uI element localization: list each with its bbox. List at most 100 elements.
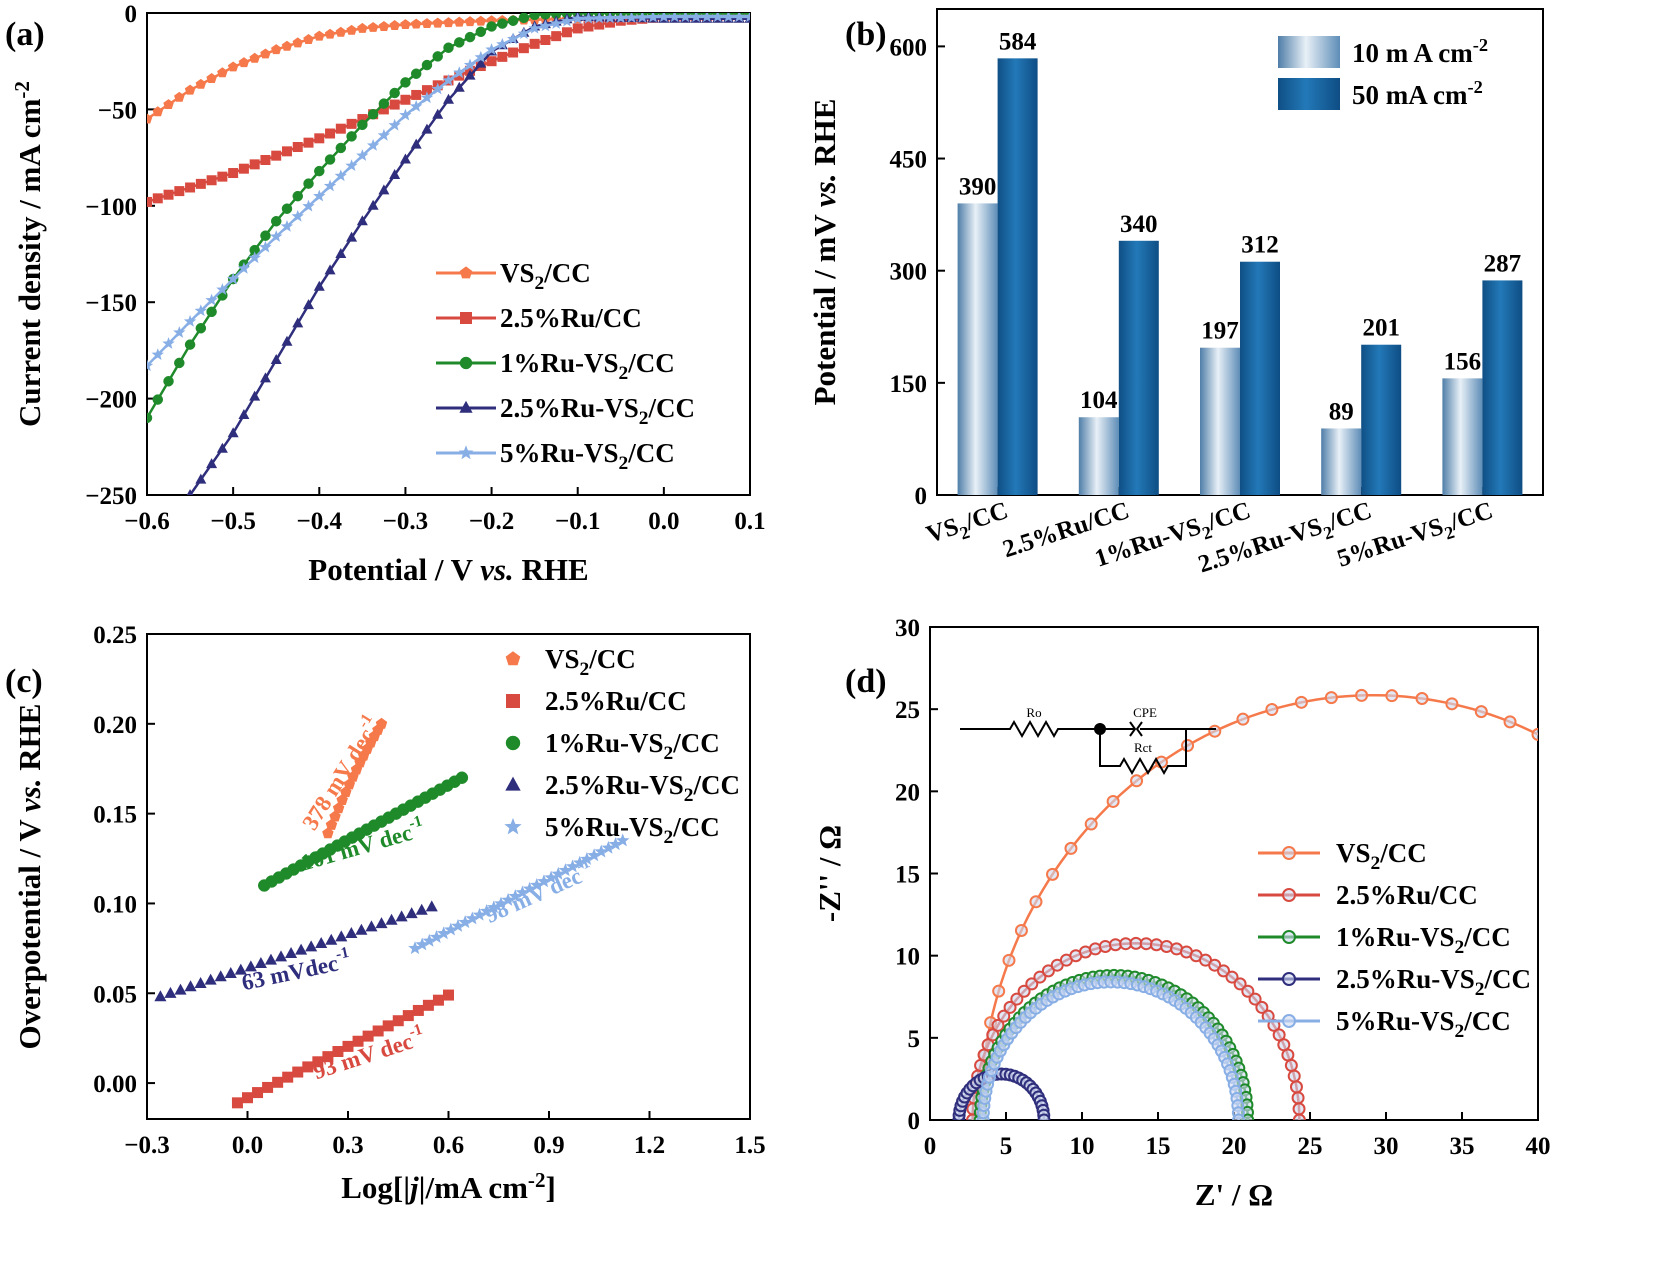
marker-ru25vs2 (154, 990, 167, 1002)
marker-ru25vs2 (195, 473, 207, 484)
legend-label-vs2: VS2​/CC (500, 258, 591, 294)
marker-ru5vs2 (270, 230, 283, 242)
legend-label-bar_10: 10 m A cm-2​ (1352, 35, 1488, 68)
marker-ru5vs2 (173, 326, 186, 338)
marker-ru5vs2 (657, 13, 671, 23)
marker-ru5vs2 (431, 82, 444, 95)
marker-ru5vs2 (429, 930, 444, 943)
marker-ru5vs2 (593, 13, 606, 24)
marker-vs2 (1503, 715, 1517, 729)
marker-ru5vs2 (668, 13, 681, 23)
marker-vs2 (147, 113, 153, 124)
y-tick-label-a: −50 (98, 97, 137, 124)
marker-ru25 (1149, 938, 1163, 952)
marker-ru25vs2 (367, 199, 379, 210)
marker-ru1vs2 (497, 18, 508, 29)
marker-vs2 (292, 37, 303, 48)
marker-ru1vs2 (324, 154, 336, 165)
legend-label-ru1vs2: 1%Ru-VS2​/CC (500, 348, 675, 384)
marker-ru25vs2 (238, 408, 250, 419)
marker-ru1vs2 (357, 119, 368, 131)
marker-ru25vs2 (234, 963, 247, 975)
x-tick-label-d: 15 (1146, 1133, 1171, 1160)
marker-ru5vs2 (151, 348, 164, 360)
marker-ru5vs2 (313, 189, 326, 202)
marker-ru1vs2 (389, 87, 400, 99)
legend-marker-ru5vs2 (1282, 1014, 1296, 1028)
marker-ru25vs2 (415, 903, 428, 915)
marker-ru5vs2 (388, 118, 401, 131)
marker-ru25 (260, 155, 271, 166)
marker-ru25vs2 (186, 489, 194, 495)
marker-ru25 (443, 989, 454, 1001)
y-tick-label-c: 0.25 (93, 622, 137, 649)
y-tick-label-d: 10 (895, 944, 920, 971)
marker-ru25 (1217, 964, 1231, 978)
legend-label-ru25: 2.5%Ru/CC (1336, 880, 1478, 910)
marker-ru25 (402, 1010, 414, 1022)
marker-ru5vs2 (422, 933, 437, 947)
marker-ru5vs2 (580, 852, 594, 865)
marker-ru25vs2 (305, 940, 318, 952)
y-tick-label-b: 150 (890, 371, 928, 398)
bar-bar_50 (997, 58, 1038, 496)
marker-vs2 (238, 57, 250, 68)
marker-ru5vs2 (237, 261, 251, 274)
marker-ru25 (231, 1097, 243, 1109)
marker-ru25vs2 (174, 983, 187, 995)
x-tick-label-a: 0.0 (648, 508, 679, 535)
bar-bar_10 (1078, 417, 1119, 495)
y-axis-label-c: Overpotential / V vs. RHE (12, 704, 47, 1050)
marker-ru25vs2 (356, 215, 368, 226)
marker-ru25vs2 (285, 947, 298, 959)
marker-ru25vs2 (399, 153, 411, 164)
marker-ru25 (325, 128, 336, 139)
marker-ru5vs2 (280, 220, 294, 232)
marker-ru25vs2 (443, 93, 454, 104)
marker-ru25 (272, 1076, 284, 1088)
marker-ru25 (1241, 984, 1255, 998)
marker-ru1vs2 (486, 21, 497, 32)
marker-ru25 (1041, 964, 1055, 978)
marker-ru25vs2 (216, 442, 228, 453)
plot-frame-a (146, 12, 751, 496)
marker-ru25vs2 (325, 933, 338, 945)
marker-ru5vs2 (733, 13, 746, 23)
y-tick-label-a: −100 (85, 194, 137, 221)
marker-ru5vs2 (408, 941, 422, 955)
marker-ru25 (242, 1092, 253, 1104)
marker-vs2 (1531, 727, 1538, 741)
marker-ru25 (314, 133, 325, 144)
marker-vs2 (152, 106, 163, 117)
marker-ru1vs2 (174, 357, 185, 369)
marker-ru25 (282, 1071, 294, 1083)
marker-ru1vs2 (455, 771, 469, 784)
marker-ru5vs2 (636, 13, 649, 23)
legend-label-ru25vs2: 2.5%Ru-VS2​/CC (1336, 964, 1531, 1000)
marker-vs2 (1294, 695, 1308, 709)
legend-marker-vs2 (459, 266, 473, 279)
bar-value-label-bar_10: 197 (1201, 318, 1239, 345)
marker-ru25 (1003, 1000, 1017, 1014)
marker-ru5vs2 (601, 840, 616, 854)
bar-value-label-bar_50: 584 (999, 28, 1037, 55)
circuit-rct-resistor (1099, 729, 1187, 776)
marker-vs2 (335, 26, 347, 37)
marker-ru25 (1025, 977, 1039, 991)
marker-ru1vs2 (195, 322, 207, 334)
marker-ru1vs2 (507, 15, 519, 26)
y-tick-label-d: 5 (908, 1026, 921, 1053)
y-axis-label-b: Potential / mV vs. RHE (807, 99, 842, 406)
x-axis-label-c: Log[|j|/mA cm-2] (341, 1168, 556, 1205)
marker-ru5vs2 (436, 926, 451, 940)
legend-marker-ru1vs2 (459, 356, 473, 370)
marker-ru25vs2 (405, 907, 418, 919)
x-tick-label-a: −0.1 (555, 508, 601, 535)
legend-swatch-bar_50 (1278, 78, 1340, 110)
x-tick-label-c: 1.2 (634, 1132, 665, 1159)
marker-vs2 (1208, 724, 1222, 738)
marker-ru1vs2 (378, 98, 390, 109)
marker-ru1vs2 (184, 339, 196, 350)
plot-area-d (952, 688, 1538, 1120)
